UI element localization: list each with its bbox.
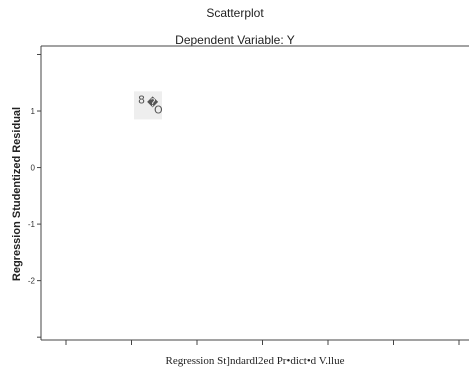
data-point-marker: O	[154, 103, 163, 116]
x-axis-label: Regression St]ndardl2ed Pr•dict•d V.llue	[165, 355, 345, 367]
y-tick-label: -1	[28, 220, 36, 229]
y-tick-label: 1	[31, 107, 36, 116]
data-point-marker: 8	[138, 93, 145, 106]
chart-subtitle: Dependent Variable: Y	[175, 33, 295, 47]
y-tick-label: -2	[28, 277, 36, 286]
point-marker-cluster	[134, 91, 162, 120]
chart-title: Scatterplot	[206, 6, 264, 20]
y-tick-label: 0	[31, 164, 36, 173]
data-point-marker: �	[147, 96, 159, 109]
